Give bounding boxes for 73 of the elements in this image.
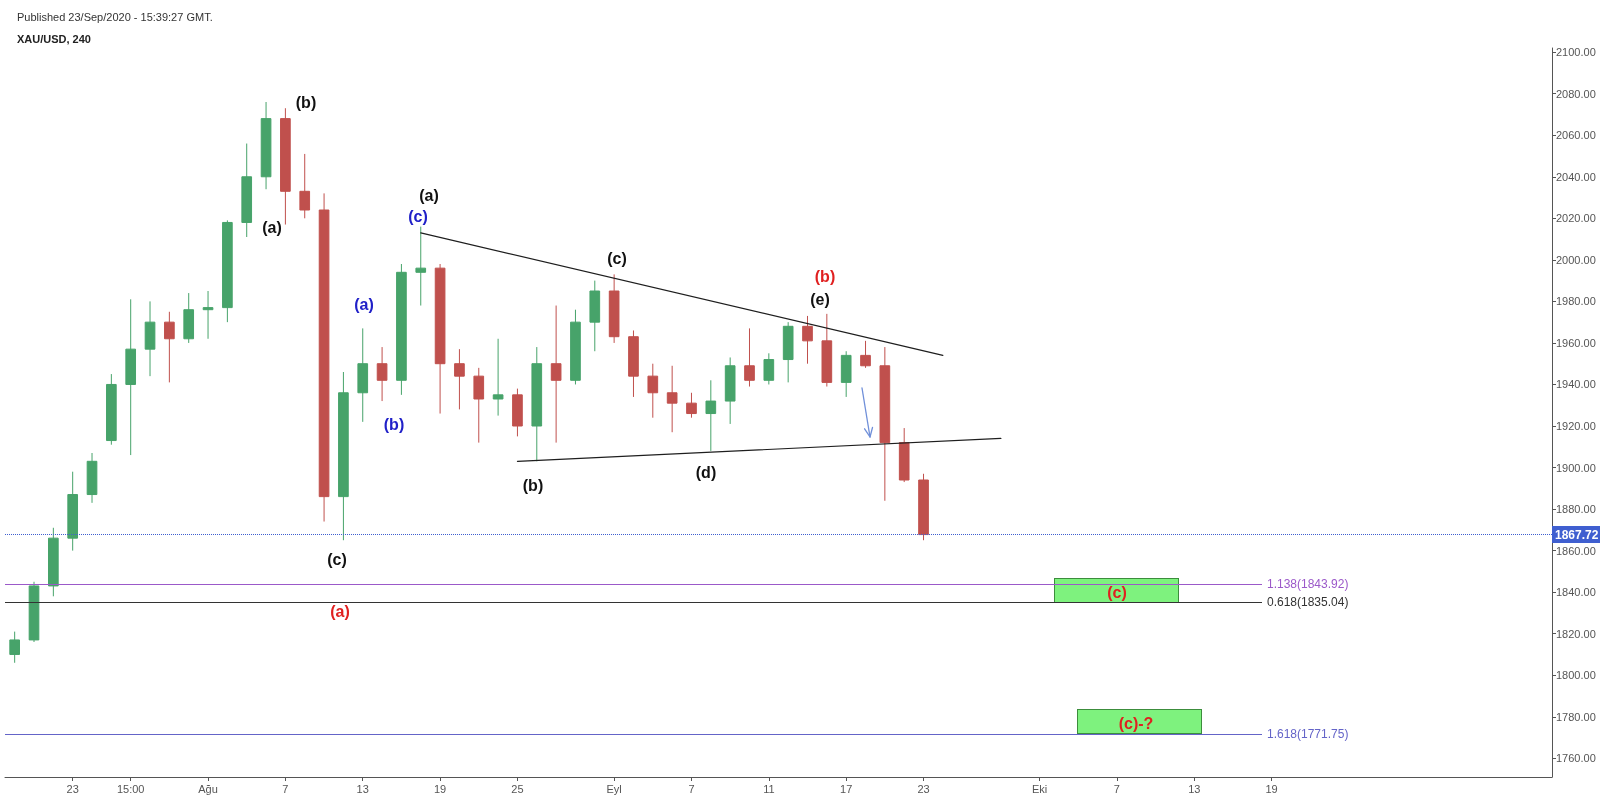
text: Published 23/Sep/2020 - 15:39:27 GMT.: [17, 10, 213, 23]
y-tick-label: 1960.00: [1556, 336, 1596, 349]
candlestick: [202, 290, 214, 340]
x-tick-label: 23: [917, 782, 930, 795]
x-tick-label: 25: [511, 782, 524, 795]
y-tick-label: 2000.00: [1556, 253, 1596, 266]
y-tick-label: 1840.00: [1556, 586, 1596, 599]
candlestick: [415, 226, 427, 307]
x-tick-label: 19: [1265, 782, 1278, 795]
y-tick-label: 2060.00: [1556, 129, 1596, 142]
ref-line-label: 1.618(1771.75): [1267, 726, 1349, 741]
x-tick-label: 7: [282, 782, 289, 795]
y-tick-label: 1880.00: [1556, 503, 1596, 516]
annotation: (e): [810, 290, 830, 308]
annotation: (c): [607, 249, 627, 267]
candlestick: [454, 348, 465, 410]
annotation: (c): [1107, 583, 1127, 601]
y-tick-label: 1780.00: [1556, 710, 1596, 723]
y-tick-label: 2020.00: [1556, 212, 1596, 225]
chart-title: XAU/USD, 240: [17, 32, 91, 45]
x-tick-label: 15:00: [116, 782, 145, 795]
x-tick-label: 13: [1188, 782, 1201, 795]
candlestick: [686, 392, 697, 419]
y-tick-label: 1940.00: [1556, 378, 1596, 391]
candlestick: [860, 340, 871, 369]
y-tick-label: 1760.00: [1556, 752, 1596, 765]
annotation: (a): [262, 218, 282, 236]
annotation: (c): [327, 550, 347, 568]
x-tick-label: 7: [688, 782, 695, 795]
candlestick: [550, 305, 562, 444]
x-tick-label: 7: [1113, 782, 1120, 795]
annotation: (a): [330, 602, 350, 620]
x-tick-label: 23: [66, 782, 79, 795]
ref-line-label: 0.618(1835.04): [1267, 595, 1349, 610]
x-tick-label: Eki: [1031, 782, 1048, 795]
candlestick: [647, 363, 659, 419]
y-tick-label: 1900.00: [1556, 461, 1596, 474]
annotation: (a): [354, 295, 374, 313]
x-tick-label: Eyl: [606, 782, 622, 795]
annotation: (b): [295, 93, 317, 111]
ref-line-label: 1867.72: [1555, 527, 1599, 542]
x-tick-label: 11: [763, 782, 775, 795]
candlestick: [473, 367, 485, 444]
candlestick: [164, 311, 175, 383]
candlestick: [666, 365, 678, 433]
y-tick-label: 2100.00: [1556, 46, 1596, 59]
y-tick-label: 2040.00: [1556, 170, 1596, 183]
y-tick-label: 1800.00: [1556, 669, 1596, 682]
annotation: (a): [419, 186, 439, 204]
ref-line-label: 1.138(1843.92): [1267, 577, 1349, 592]
candlestick: [492, 338, 504, 417]
candlestick: [376, 346, 388, 402]
candlestick: [763, 352, 775, 385]
candlestick: [744, 327, 755, 388]
x-tick-label: Ağu: [198, 782, 218, 795]
y-tick-label: 1980.00: [1556, 295, 1596, 308]
candlestick: [9, 631, 20, 664]
annotation: (c): [408, 207, 428, 225]
annotation: (b): [383, 415, 405, 433]
x-tick-label: 13: [356, 782, 369, 795]
y-tick-label: 1860.00: [1556, 544, 1596, 557]
y-tick-label: 1920.00: [1556, 420, 1596, 432]
x-tick-label: 19: [433, 782, 447, 795]
candlestick: [705, 379, 717, 452]
candlestick: [802, 315, 813, 365]
y-tick-label: 2080.00: [1556, 87, 1596, 100]
annotation: (d): [695, 463, 717, 481]
candlestick: [299, 153, 311, 219]
annotation: (b): [522, 476, 544, 494]
annotation: (c)-?: [1118, 714, 1154, 732]
x-tick-label: 17: [840, 782, 853, 795]
annotation: (b): [814, 267, 836, 285]
y-tick-label: 1820.00: [1556, 627, 1596, 640]
